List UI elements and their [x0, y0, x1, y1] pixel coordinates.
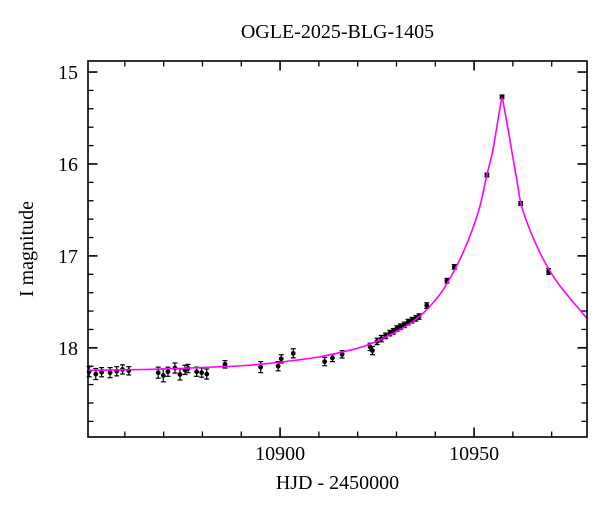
model-curve	[88, 97, 587, 372]
tick-labels-layer: 10900 10950 15 16 17 18	[58, 62, 499, 465]
data-points-layer	[86, 94, 551, 378]
data-point	[290, 350, 296, 356]
plot-frame	[87, 60, 588, 438]
x-tick-label: 10900	[255, 443, 305, 465]
data-point	[499, 94, 505, 100]
data-point	[370, 348, 375, 353]
model-curve-layer	[88, 97, 587, 372]
error-bars-layer	[86, 94, 552, 383]
data-point	[322, 359, 328, 365]
data-point	[330, 355, 335, 361]
y-tick-label: 16	[58, 154, 78, 176]
y-tick-label: 17	[58, 246, 78, 268]
data-point	[222, 361, 228, 367]
data-point	[367, 344, 373, 350]
y-tick-label: 18	[58, 338, 78, 360]
data-point	[177, 372, 183, 377]
data-point	[107, 370, 113, 376]
y-tick-label: 15	[58, 62, 78, 84]
data-point	[424, 303, 430, 308]
ticks-layer	[88, 61, 587, 437]
data-point	[275, 363, 281, 369]
data-point	[155, 370, 161, 376]
data-point	[165, 369, 171, 375]
x-tick-label: 10950	[449, 443, 499, 465]
y-axis-label: I magnitude	[16, 201, 38, 297]
data-point	[194, 369, 200, 375]
data-point	[199, 370, 205, 376]
chart-title: OGLE-2025-BLG-1405	[241, 21, 434, 43]
data-point	[204, 371, 210, 377]
data-point	[258, 364, 264, 370]
data-point	[160, 373, 166, 378]
data-point	[99, 369, 104, 375]
data-point	[278, 356, 284, 362]
x-axis-label: HJD - 2450000	[276, 472, 399, 494]
data-point	[93, 371, 99, 377]
